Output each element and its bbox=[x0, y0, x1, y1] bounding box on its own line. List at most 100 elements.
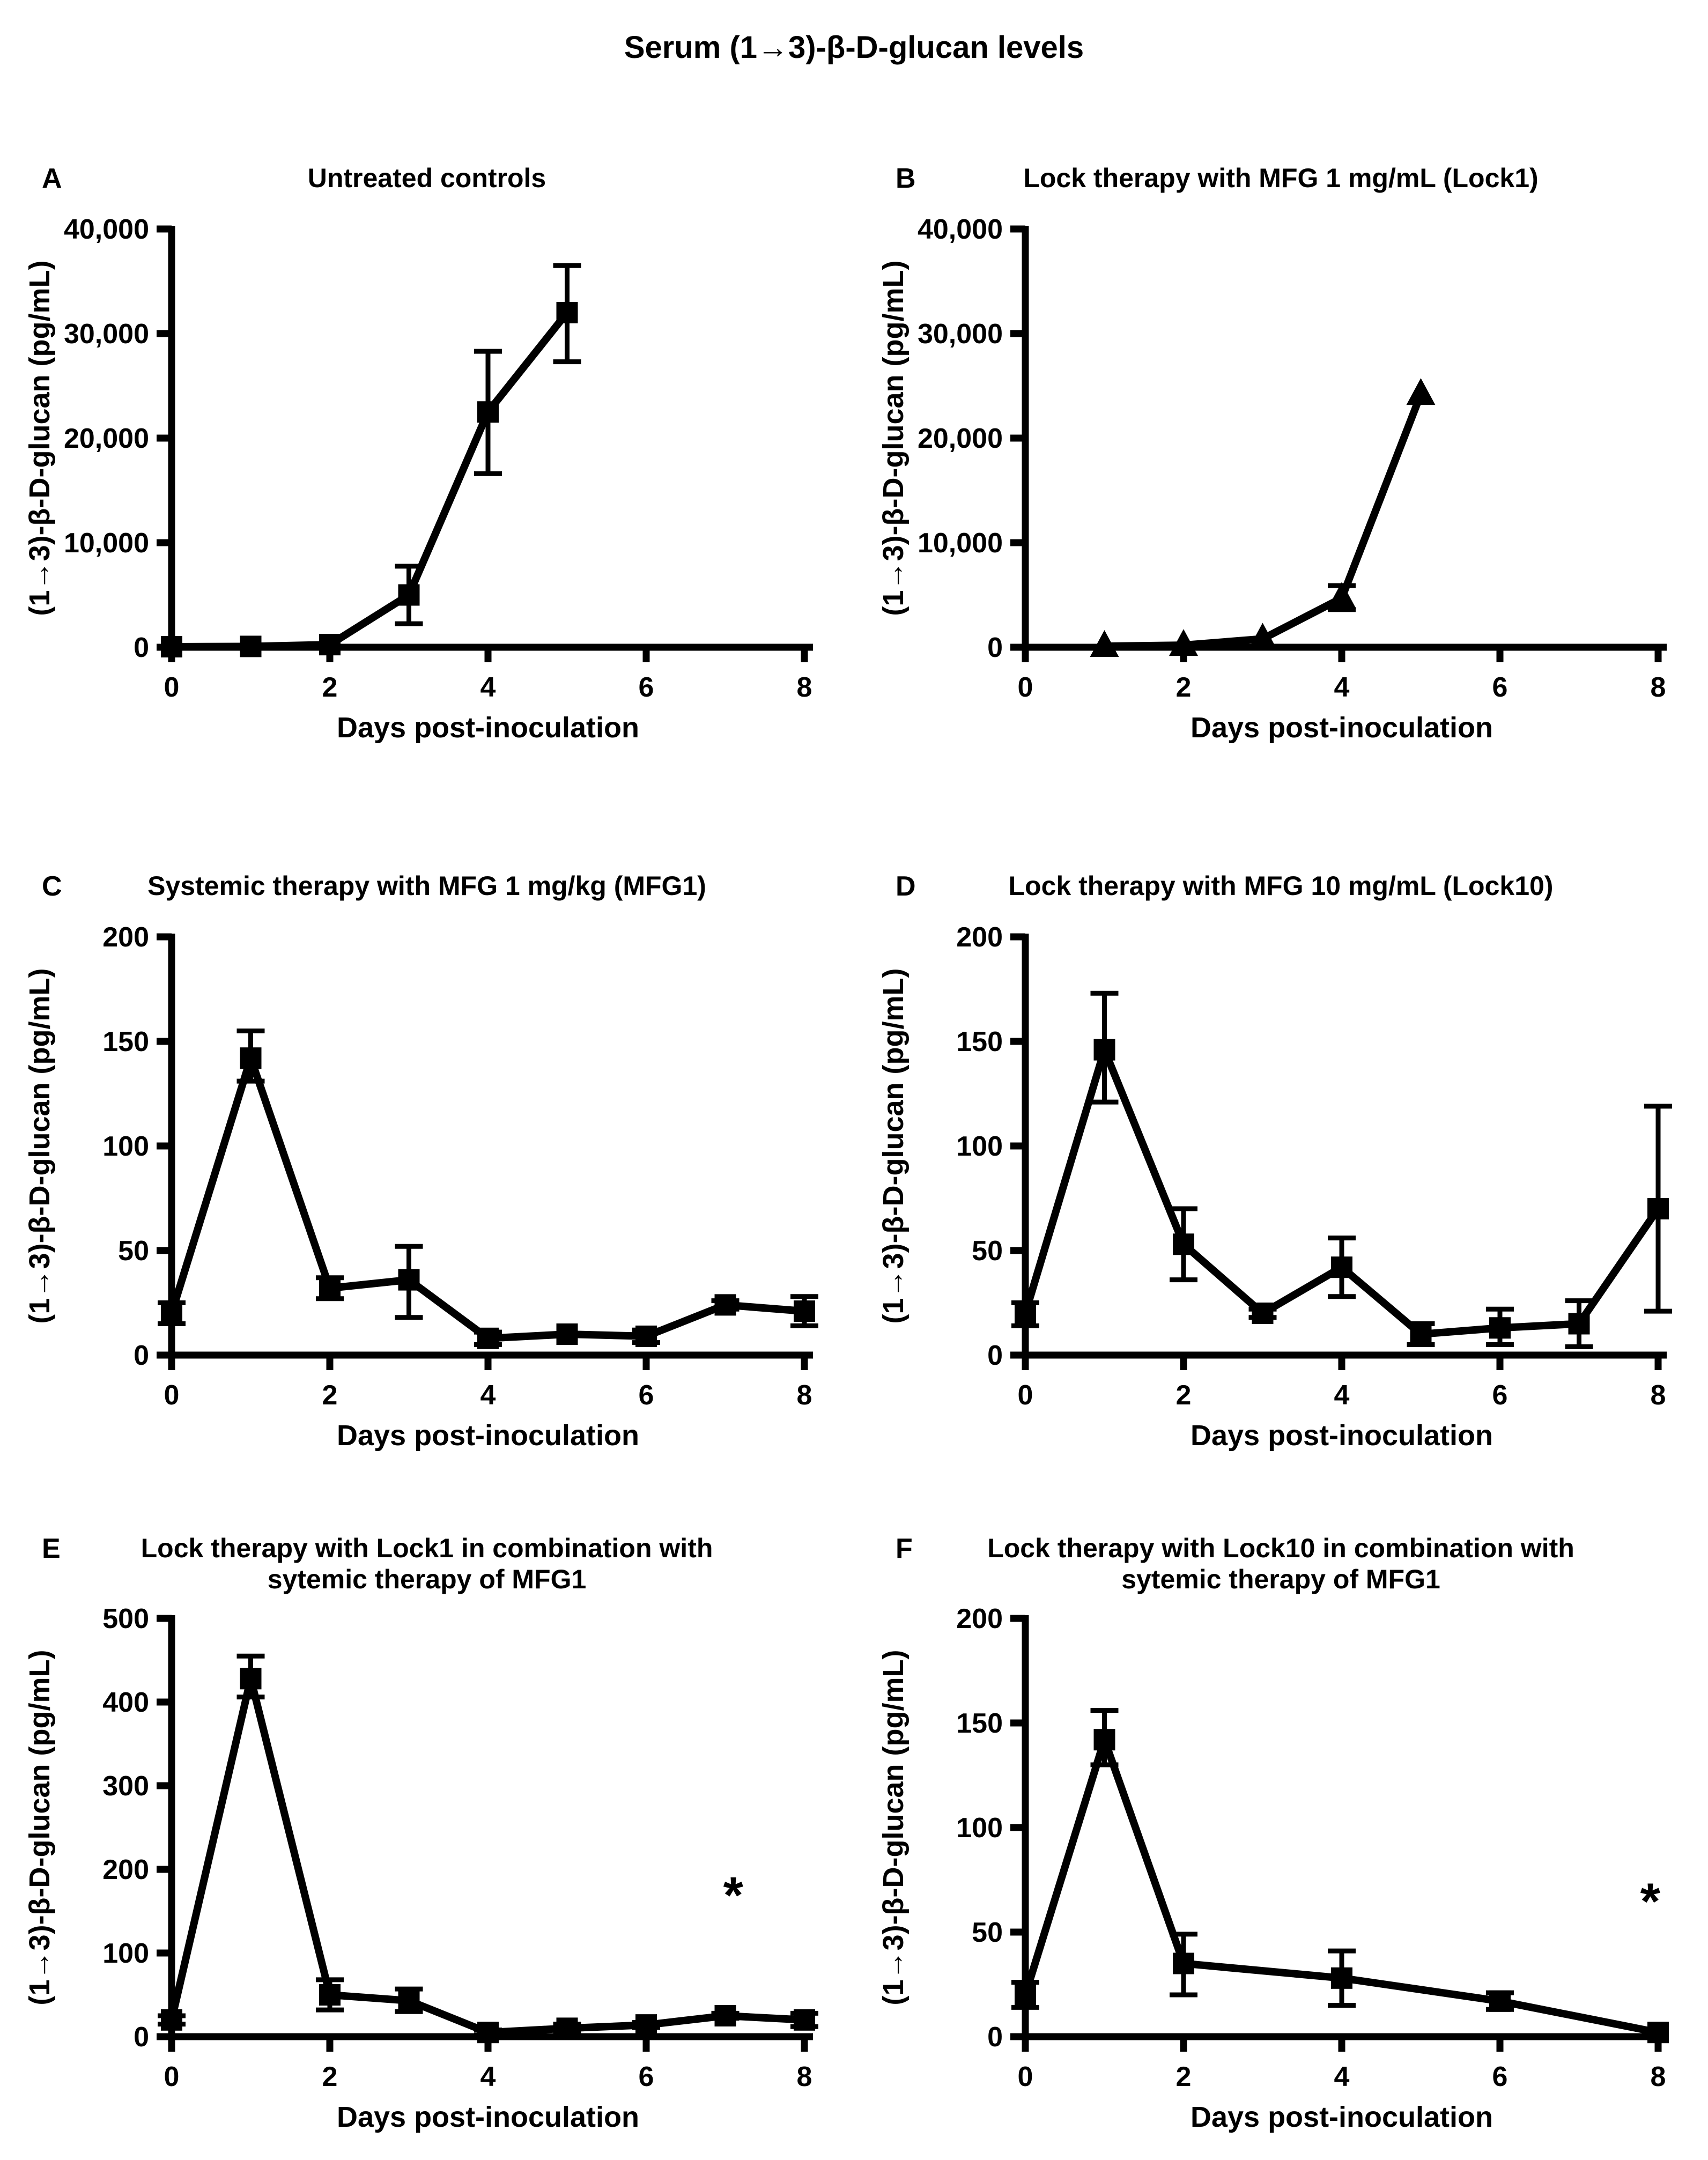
svg-text:(1→3)-β-D-glucan (pg/mL): (1→3)-β-D-glucan (pg/mL) bbox=[877, 1649, 910, 2005]
svg-text:40,000: 40,000 bbox=[918, 214, 1003, 245]
svg-text:100: 100 bbox=[956, 1131, 1003, 1162]
svg-text:6: 6 bbox=[1492, 1380, 1508, 1411]
svg-text:150: 150 bbox=[102, 1026, 149, 1057]
svg-text:40,000: 40,000 bbox=[64, 214, 149, 245]
panel-C: C Systemic therapy with MFG 1 mg/kg (MFG… bbox=[0, 814, 854, 1511]
panel-F-label: F bbox=[896, 1533, 913, 1564]
svg-text:0: 0 bbox=[1018, 2061, 1033, 2092]
chart-lock1: 0 10,000 20,000 30,000 40,000 0 2 4 6 8 Days post-… bbox=[877, 214, 1667, 744]
svg-text:400: 400 bbox=[102, 1687, 149, 1718]
svg-text:0: 0 bbox=[134, 1340, 149, 1371]
panel-B-title: Lock therapy with MFG 1 mg/mL (Lock1) bbox=[1023, 162, 1539, 193]
panel-F-title: Lock therapy with Lock10 in combination … bbox=[987, 1533, 1574, 1594]
svg-text:Days post-inoculation: Days post-inoculation bbox=[1191, 712, 1493, 744]
svg-text:2: 2 bbox=[322, 2061, 338, 2092]
svg-text:300: 300 bbox=[102, 1771, 149, 1802]
svg-text:200: 200 bbox=[956, 1603, 1003, 1634]
panel-D-header: D Lock therapy with MFG 10 mg/mL (Lock10… bbox=[854, 814, 1708, 913]
panel-A-header: A Untreated controls bbox=[0, 106, 854, 205]
svg-text:2: 2 bbox=[1176, 672, 1192, 703]
chart-untreated-controls: 0 10,000 20,000 30,000 40,000 0 2 4 6 8 Days post-… bbox=[24, 214, 813, 744]
panel-C-title: Systemic therapy with MFG 1 mg/kg (MFG1) bbox=[147, 870, 706, 901]
svg-text:*: * bbox=[1640, 1873, 1661, 1930]
svg-text:2: 2 bbox=[1176, 1380, 1192, 1411]
svg-text:*: * bbox=[723, 1867, 744, 1924]
svg-text:0: 0 bbox=[134, 632, 149, 663]
panel-E-title: Lock therapy with Lock1 in combination w… bbox=[141, 1533, 713, 1594]
svg-text:6: 6 bbox=[639, 672, 654, 703]
panel-F-header: F Lock therapy with Lock10 in combinatio… bbox=[854, 1511, 1708, 1595]
svg-text:6: 6 bbox=[1492, 2061, 1508, 2092]
panel-E: E Lock therapy with Lock1 in combination… bbox=[0, 1511, 854, 2159]
svg-text:0: 0 bbox=[987, 632, 1003, 663]
svg-text:8: 8 bbox=[797, 1380, 812, 1411]
svg-text:8: 8 bbox=[1651, 2061, 1666, 2092]
svg-text:0: 0 bbox=[164, 672, 180, 703]
panels-grid: A Untreated controls 0 10,000 20,000 30,000… bbox=[0, 106, 1708, 2159]
svg-text:4: 4 bbox=[480, 2061, 496, 2092]
svg-text:4: 4 bbox=[480, 672, 496, 703]
svg-text:10,000: 10,000 bbox=[918, 528, 1003, 559]
svg-text:8: 8 bbox=[797, 672, 812, 703]
svg-text:200: 200 bbox=[956, 922, 1003, 953]
svg-text:30,000: 30,000 bbox=[918, 319, 1003, 350]
svg-text:(1→3)-β-D-glucan (pg/mL): (1→3)-β-D-glucan (pg/mL) bbox=[24, 260, 56, 616]
svg-text:0: 0 bbox=[164, 2061, 180, 2092]
panel-E-label: E bbox=[42, 1533, 61, 1564]
svg-text:Days post-inoculation: Days post-inoculation bbox=[337, 712, 639, 744]
svg-text:200: 200 bbox=[102, 1854, 149, 1885]
svg-text:50: 50 bbox=[118, 1236, 149, 1267]
panel-D-label: D bbox=[896, 870, 916, 902]
svg-text:8: 8 bbox=[797, 2061, 812, 2092]
svg-text:0: 0 bbox=[1018, 1380, 1033, 1411]
svg-text:2: 2 bbox=[322, 672, 338, 703]
chart-mfg1-systemic: 0 50 100 150 200 0 2 4 6 8 Days post-inoculation (1… bbox=[24, 922, 818, 1452]
svg-text:100: 100 bbox=[956, 1813, 1003, 1844]
svg-text:4: 4 bbox=[480, 1380, 496, 1411]
svg-text:(1→3)-β-D-glucan (pg/mL): (1→3)-β-D-glucan (pg/mL) bbox=[24, 1649, 56, 2005]
svg-text:20,000: 20,000 bbox=[918, 423, 1003, 454]
svg-text:Days post-inoculation: Days post-inoculation bbox=[1191, 2101, 1493, 2133]
svg-text:4: 4 bbox=[1334, 1380, 1350, 1411]
panel-B: B Lock therapy with MFG 1 mg/mL (Lock1) … bbox=[854, 106, 1708, 814]
svg-text:Days post-inoculation: Days post-inoculation bbox=[337, 1419, 639, 1452]
svg-text:10,000: 10,000 bbox=[64, 528, 149, 559]
svg-text:(1→3)-β-D-glucan (pg/mL): (1→3)-β-D-glucan (pg/mL) bbox=[24, 968, 56, 1323]
panel-C-header: C Systemic therapy with MFG 1 mg/kg (MFG… bbox=[0, 814, 854, 913]
svg-text:8: 8 bbox=[1651, 1380, 1666, 1411]
svg-text:0: 0 bbox=[987, 1340, 1003, 1371]
svg-text:150: 150 bbox=[956, 1708, 1003, 1739]
svg-text:2: 2 bbox=[322, 1380, 338, 1411]
chart-lock1-plus-mfg1: 0 100 200 300 400 500 0 2 4 6 8 Days post-inoculati… bbox=[24, 1603, 818, 2133]
svg-text:0: 0 bbox=[134, 2022, 149, 2053]
svg-text:(1→3)-β-D-glucan (pg/mL): (1→3)-β-D-glucan (pg/mL) bbox=[877, 968, 910, 1323]
chart-lock10: 0 50 100 150 200 0 2 4 6 8 Days post-inoculation (1… bbox=[877, 922, 1672, 1452]
panel-F: F Lock therapy with Lock10 in combinatio… bbox=[854, 1511, 1708, 2159]
svg-text:0: 0 bbox=[987, 2022, 1003, 2053]
svg-text:20,000: 20,000 bbox=[64, 423, 149, 454]
panel-A: A Untreated controls 0 10,000 20,000 30,000… bbox=[0, 106, 854, 814]
svg-text:50: 50 bbox=[972, 1917, 1003, 1948]
svg-text:4: 4 bbox=[1334, 2061, 1350, 2092]
svg-text:6: 6 bbox=[1492, 672, 1508, 703]
svg-text:4: 4 bbox=[1334, 672, 1350, 703]
svg-text:50: 50 bbox=[972, 1236, 1003, 1267]
panel-A-title: Untreated controls bbox=[307, 162, 546, 193]
svg-text:8: 8 bbox=[1651, 672, 1666, 703]
panel-E-header: E Lock therapy with Lock1 in combination… bbox=[0, 1511, 854, 1595]
svg-text:6: 6 bbox=[639, 2061, 654, 2092]
panel-C-label: C bbox=[42, 870, 62, 902]
svg-text:200: 200 bbox=[102, 922, 149, 953]
svg-text:6: 6 bbox=[639, 1380, 654, 1411]
svg-text:2: 2 bbox=[1176, 2061, 1192, 2092]
svg-text:Days post-inoculation: Days post-inoculation bbox=[337, 2101, 639, 2133]
panel-B-header: B Lock therapy with MFG 1 mg/mL (Lock1) bbox=[854, 106, 1708, 205]
panel-B-label: B bbox=[896, 162, 916, 194]
panel-D: D Lock therapy with MFG 10 mg/mL (Lock10… bbox=[854, 814, 1708, 1511]
svg-text:500: 500 bbox=[102, 1603, 149, 1634]
svg-text:0: 0 bbox=[164, 1380, 180, 1411]
chart-lock10-plus-mfg1: 0 50 100 150 200 0 2 4 6 8 Days post-inoculation (1… bbox=[877, 1603, 1669, 2133]
panel-A-label: A bbox=[42, 162, 62, 194]
panel-D-title: Lock therapy with MFG 10 mg/mL (Lock10) bbox=[1008, 870, 1554, 901]
svg-text:Days post-inoculation: Days post-inoculation bbox=[1191, 1419, 1493, 1452]
